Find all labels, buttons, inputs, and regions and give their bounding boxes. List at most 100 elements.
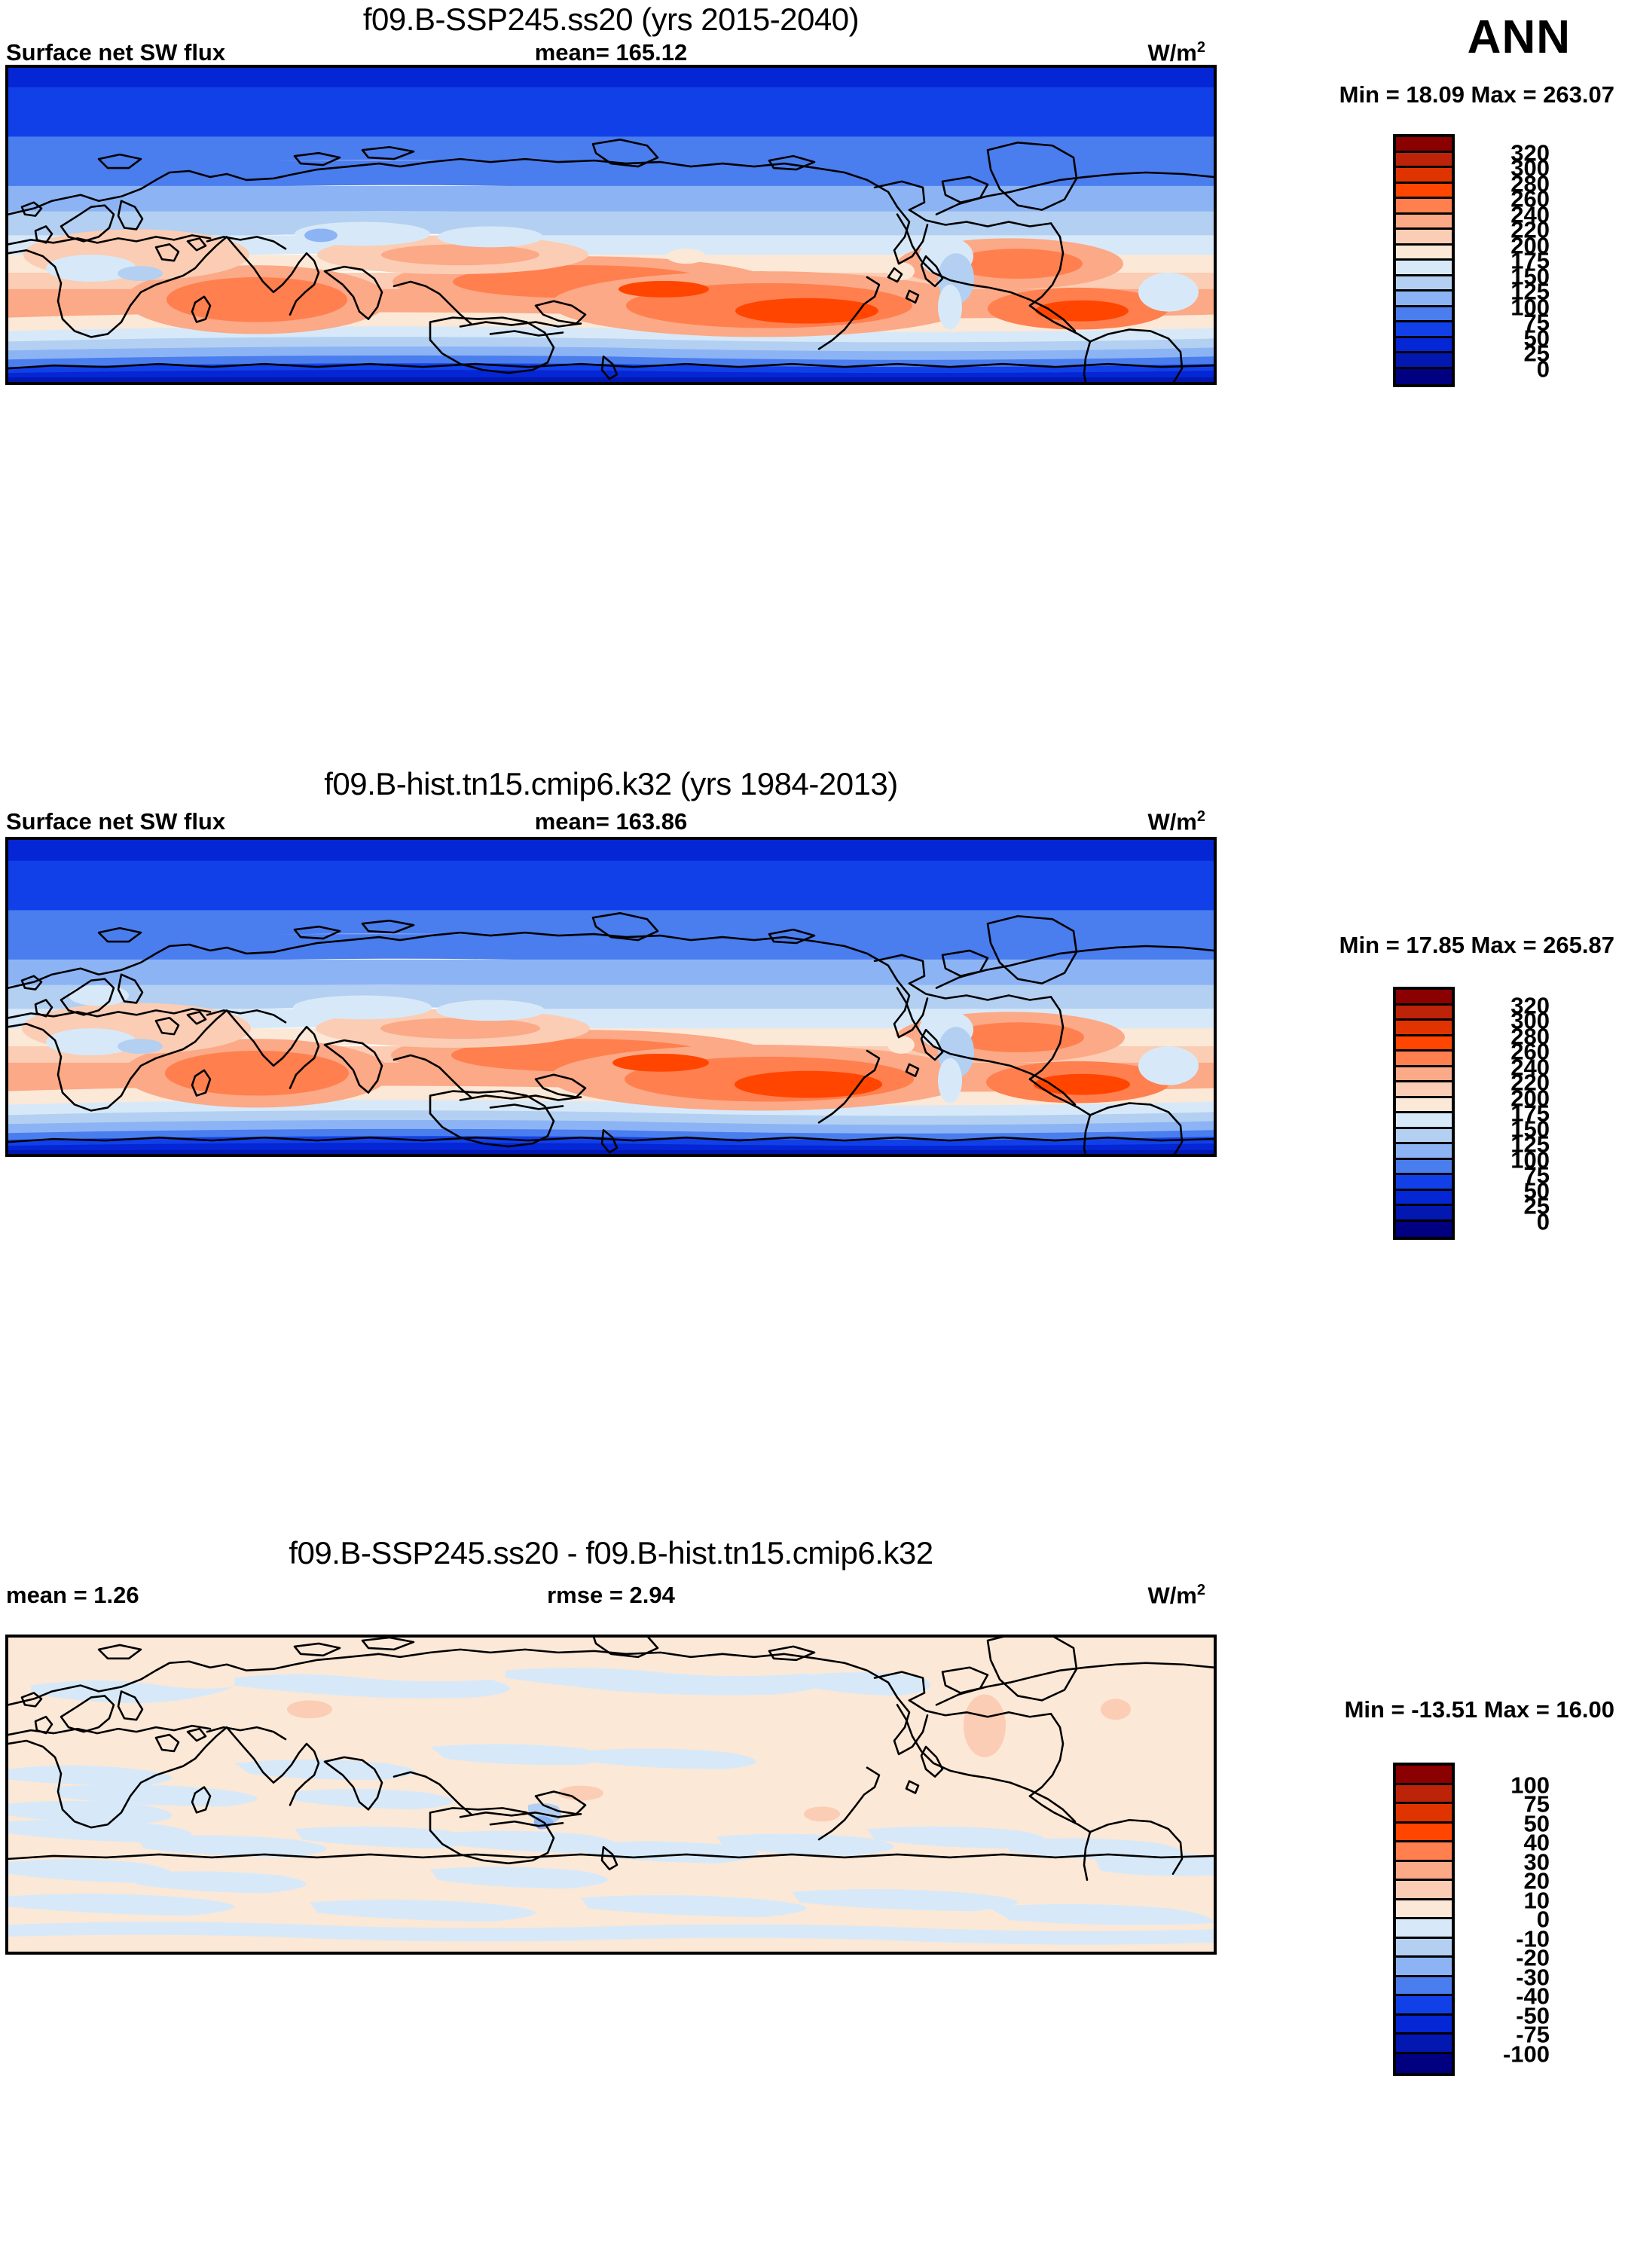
- minmax-label: Min = 17.85 Max = 265.87: [1339, 932, 1614, 958]
- units-label: W/m2: [1147, 39, 1205, 66]
- panel-middle: f09.B-hist.tn15.cmip6.k32 (yrs 1984-2013…: [0, 757, 1625, 1529]
- minmax-label: Min = 18.09 Max = 263.07: [1339, 81, 1614, 108]
- colorbar-tick-label: -20: [1516, 1944, 1550, 1971]
- map-middle: [5, 837, 1217, 1157]
- colorbar-tick-label: 320: [1510, 992, 1550, 1018]
- rmse-label: rmse = 2.94: [547, 1582, 675, 1608]
- panel-stat-row: Surface net SW flux mean= 165.12 W/m2: [0, 39, 1222, 74]
- colorbar-strip: [1393, 987, 1455, 1240]
- colorbar-cell: [1396, 1021, 1452, 1036]
- colorbar-cell: [1396, 245, 1452, 261]
- colorbar-tick-label: 125: [1510, 1131, 1550, 1158]
- colorbar-cell: [1396, 1067, 1452, 1082]
- colorbar-cell: [1396, 337, 1452, 353]
- colorbar-cell: [1396, 1823, 1452, 1842]
- colorbar-cell: [1396, 1206, 1452, 1222]
- colorbar-cell: [1396, 1005, 1452, 1021]
- colorbar-tick-label: 260: [1510, 185, 1550, 212]
- colorbar-cell: [1396, 1159, 1452, 1175]
- colorbar-tick-label: 260: [1510, 1038, 1550, 1065]
- colorbar-tick-label: 300: [1510, 1007, 1550, 1034]
- colorbar-tick-label: 0: [1536, 356, 1550, 382]
- colorbar-cell: [1396, 322, 1452, 338]
- mean-label: mean= 163.86: [534, 808, 688, 835]
- colorbar-ticks: 320 300 280 260 240 220 200 175 150 125 100 75 50 25 0: [1465, 987, 1556, 1240]
- colorbar-cell: [1396, 1976, 1452, 1996]
- colorbar-cell: [1396, 1082, 1452, 1098]
- panel-stat-row: mean = 1.26 rmse = 2.94 W/m2: [0, 1582, 1222, 1616]
- panel-case-title: f09.B-SSP245.ss20 - f09.B-hist.tn15.cmip…: [289, 1535, 933, 1571]
- colorbar-ticks: 320 300 280 260 240 220 200 175 150 125 100 75 50 25 0: [1465, 134, 1556, 387]
- panel-top: f09.B-SSP245.ss20 (yrs 2015-2040) ANN Su…: [0, 0, 1625, 757]
- colorbar-tick-label: 220: [1510, 216, 1550, 243]
- minmax-label: Min = -13.51 Max = 16.00: [1344, 1696, 1614, 1723]
- colorbar-tick-label: 75: [1523, 309, 1550, 336]
- colorbar-cell: [1396, 1861, 1452, 1881]
- units-label: W/m2: [1147, 1582, 1205, 1609]
- variable-label: Surface net SW flux: [6, 808, 226, 835]
- colorbar-tick-label: 75: [1523, 1790, 1550, 1818]
- colorbar-tick-label: -40: [1516, 1983, 1550, 2010]
- colorbar-tick-label: 320: [1510, 139, 1550, 166]
- colorbar-tick-label: 50: [1523, 325, 1550, 351]
- colorbar-tick-label: 175: [1510, 1100, 1550, 1127]
- colorbar-cell: [1396, 1938, 1452, 1958]
- colorbar-cell: [1396, 307, 1452, 322]
- colorbar-cell: [1396, 2053, 1452, 2073]
- colorbar-tick-label: 280: [1510, 170, 1550, 197]
- colorbar-tick-label: 20: [1523, 1867, 1550, 1894]
- colorbar-tick-label: 10: [1523, 1887, 1550, 1913]
- panel-difference: f09.B-SSP245.ss20 - f09.B-hist.tn15.cmip…: [0, 1529, 1625, 2268]
- colorbar-cell: [1396, 1221, 1452, 1237]
- colorbar-cell: [1396, 1804, 1452, 1824]
- colorbar-cell: [1396, 1144, 1452, 1160]
- colorbar-tick-label: -75: [1516, 2021, 1550, 2048]
- colorbar-cell: [1396, 168, 1452, 184]
- colorbar-cell: [1396, 1958, 1452, 1977]
- colorbar-cell: [1396, 199, 1452, 215]
- colorbar-ticks: 100 75 50 40 30 20 10 0 -10 -20 -30 -40 -50 -75 -100: [1465, 1763, 1556, 2076]
- colorbar-tick-label: 75: [1523, 1161, 1550, 1189]
- colorbar-tick-label: 50: [1523, 1810, 1550, 1836]
- colorbar-tick-label: 220: [1510, 1069, 1550, 1096]
- colorbar-cell: [1396, 1900, 1452, 1919]
- colorbar-tick-label: 0: [1536, 1208, 1550, 1235]
- colorbar-tick-label: 100: [1510, 1146, 1550, 1173]
- colorbar-tick-label: 30: [1523, 1848, 1550, 1875]
- colorbar-tick-label: 50: [1523, 1177, 1550, 1204]
- map-difference: [5, 1635, 1217, 1955]
- colorbar-tick-label: 280: [1510, 1023, 1550, 1049]
- colorbar-cell: [1396, 1113, 1452, 1129]
- colorbar-tick-label: 25: [1523, 1192, 1550, 1219]
- colorbar-tick-label: -30: [1516, 1964, 1550, 1990]
- colorbar-cell: [1396, 1052, 1452, 1067]
- colorbar-tick-label: 25: [1523, 340, 1550, 367]
- colorbar-cell: [1396, 152, 1452, 168]
- colorbar-cell: [1396, 1784, 1452, 1804]
- colorbar-tick-label: 100: [1510, 1772, 1550, 1798]
- units-exponent: 2: [1196, 39, 1205, 56]
- map-canvas: [8, 1638, 1214, 1952]
- colorbar-cell: [1396, 292, 1452, 307]
- colorbar-cell: [1396, 261, 1452, 276]
- colorbar-cell: [1396, 1881, 1452, 1900]
- map-top: [5, 65, 1217, 385]
- colorbar-cell: [1396, 1175, 1452, 1191]
- panel-case-title: f09.B-SSP245.ss20 (yrs 2015-2040): [362, 2, 860, 37]
- map-canvas: [8, 840, 1214, 1154]
- colorbar-cell: [1396, 1190, 1452, 1206]
- units-exponent: 2: [1196, 1582, 1205, 1598]
- colorbar-tick-label: 240: [1510, 1054, 1550, 1080]
- colorbar-cell: [1396, 1097, 1452, 1113]
- colorbar-tick-label: 40: [1523, 1829, 1550, 1856]
- panel-case-title: f09.B-hist.tn15.cmip6.k32 (yrs 1984-2013…: [324, 766, 898, 801]
- colorbar-strip: [1393, 1763, 1455, 2076]
- colorbar-tick-label: 200: [1510, 1085, 1550, 1111]
- colorbar-tick-label: -50: [1516, 2002, 1550, 2028]
- mean-label: mean= 165.12: [534, 39, 688, 66]
- colorbar-cell: [1396, 990, 1452, 1006]
- colorbar-cell: [1396, 353, 1452, 369]
- colorbar-cell: [1396, 2015, 1452, 2034]
- colorbar-cell: [1396, 230, 1452, 246]
- colorbar-cell: [1396, 2034, 1452, 2054]
